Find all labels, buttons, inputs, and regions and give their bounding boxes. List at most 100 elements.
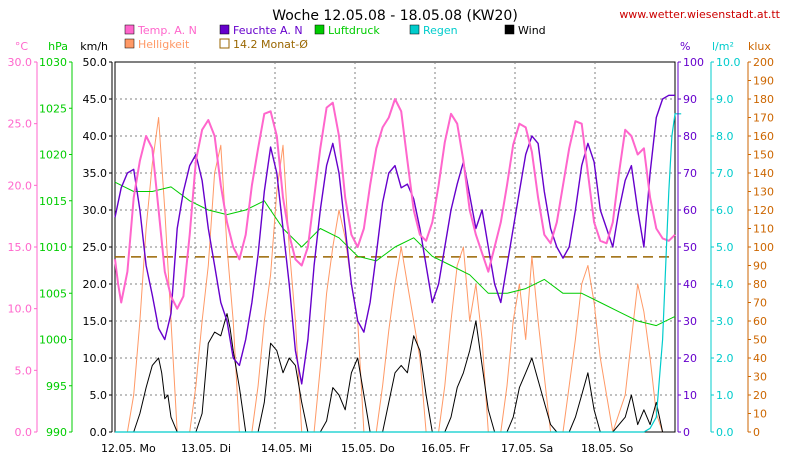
legend-swatch: [124, 24, 135, 35]
legend-label: Feuchte A. N: [233, 24, 303, 37]
legend-swatch: [314, 24, 325, 35]
tick-label-pressure: 1020: [39, 149, 67, 162]
tick-label-light: 120: [753, 204, 774, 217]
axis-unit-light: klux: [748, 40, 771, 53]
x-label: 15.05. Do: [341, 442, 395, 455]
axis-unit-temp: °C: [15, 40, 29, 53]
tick-label-light: 150: [753, 149, 774, 162]
tick-label-humidity: 20: [683, 352, 697, 365]
series-helligkeit: [115, 117, 675, 433]
tick-label-temp: 10.0: [8, 303, 33, 316]
tick-label-pressure: 1015: [39, 195, 67, 208]
tick-label-light: 140: [753, 167, 774, 180]
tick-label-humidity: 60: [683, 204, 697, 217]
tick-label-rain: 3.0: [716, 315, 734, 328]
tick-label-light: 180: [753, 93, 774, 106]
tick-label-wind: 35.0: [83, 167, 108, 180]
tick-label-light: 10: [753, 408, 767, 421]
tick-label-pressure: 1030: [39, 56, 67, 69]
tick-label-light: 160: [753, 130, 774, 143]
tick-label-humidity: 40: [683, 278, 697, 291]
legend-swatch: [124, 38, 135, 49]
tick-label-wind: 50.0: [83, 56, 108, 69]
tick-label-humidity: 10: [683, 389, 697, 402]
tick-label-humidity: 100: [683, 56, 704, 69]
tick-label-wind: 10.0: [83, 352, 108, 365]
tick-label-light: 100: [753, 241, 774, 254]
legend-label: 14.2 Monat-Ø: [233, 38, 308, 51]
legend-label: Temp. A. N: [137, 24, 197, 37]
axis-unit-rain: l/m²: [712, 40, 734, 53]
legend-label: Wind: [518, 24, 546, 37]
tick-label-rain: 1.0: [716, 389, 734, 402]
tick-label-pressure: 1005: [39, 287, 67, 300]
tick-label-rain: 2.0: [716, 352, 734, 365]
axis-unit-pressure: hPa: [48, 40, 68, 53]
tick-label-humidity: 90: [683, 93, 697, 106]
tick-label-humidity: 0: [683, 426, 690, 439]
tick-label-humidity: 80: [683, 130, 697, 143]
tick-label-wind: 0.0: [90, 426, 108, 439]
tick-label-wind: 45.0: [83, 93, 108, 106]
x-label: 17.05. Sa: [501, 442, 553, 455]
axis-labels: °C hPa km/h% l/m² klux: [15, 40, 772, 53]
x-label: 18.05. So: [581, 442, 633, 455]
tick-label-rain: 10.0: [716, 56, 741, 69]
tick-label-light: 110: [753, 223, 774, 236]
tick-label-wind: 15.0: [83, 315, 108, 328]
tick-label-temp: 15.0: [8, 241, 33, 254]
tick-label-light: 130: [753, 186, 774, 199]
series-regen: [115, 113, 682, 433]
tick-label-wind: 5.0: [90, 389, 108, 402]
legend-label: Helligkeit: [138, 38, 190, 51]
tick-label-pressure: 1000: [39, 334, 67, 347]
legend-label: Regen: [423, 24, 458, 37]
tick-label-pressure: 1010: [39, 241, 67, 254]
x-label: 14.05. Mi: [261, 442, 312, 455]
tick-label-temp: 30.0: [8, 56, 33, 69]
tick-label-temp: 20.0: [8, 179, 33, 192]
tick-label-rain: 4.0: [716, 278, 734, 291]
tick-label-light: 80: [753, 278, 767, 291]
plot-area: [114, 61, 682, 433]
tick-label-rain: 9.0: [716, 93, 734, 106]
tick-label-rain: 0.0: [716, 426, 734, 439]
series-luftdruck: [114, 181, 676, 327]
tick-label-light: 190: [753, 75, 774, 88]
x-label: 16.05. Fr: [421, 442, 470, 455]
tick-label-humidity: 70: [683, 167, 697, 180]
tick-label-wind: 25.0: [83, 241, 108, 254]
chart-title: Woche 12.05.08 - 18.05.08 (KW20): [272, 8, 518, 24]
tick-label-light: 50: [753, 334, 767, 347]
tick-label-light: 200: [753, 56, 774, 69]
legend-label: Luftdruck: [328, 24, 380, 37]
tick-label-wind: 20.0: [83, 278, 108, 291]
tick-label-light: 70: [753, 297, 767, 310]
tick-label-wind: 30.0: [83, 204, 108, 217]
x-label: 12.05. Mo: [101, 442, 156, 455]
tick-label-pressure: 995: [46, 380, 67, 393]
tick-label-rain: 5.0: [716, 241, 734, 254]
tick-label-wind: 40.0: [83, 130, 108, 143]
axes-ticks: 0.05.010.015.020.025.030.099099510001005…: [8, 56, 775, 439]
tick-label-light: 170: [753, 112, 774, 125]
series-feuchte-a-n: [114, 94, 675, 385]
tick-label-humidity: 50: [683, 241, 697, 254]
axis-unit-wind: km/h: [80, 40, 108, 53]
x-axis-labels: 12.05. Mo 13.05. Di 14.05. Mi 15.05. Do 16.0…: [101, 442, 633, 455]
tick-label-light: 0: [753, 426, 760, 439]
tick-label-light: 40: [753, 352, 767, 365]
tick-label-temp: 0.0: [15, 426, 33, 439]
tick-label-pressure: 990: [46, 426, 67, 439]
tick-label-rain: 8.0: [716, 130, 734, 143]
tick-label-temp: 25.0: [8, 118, 33, 131]
tick-label-humidity: 30: [683, 315, 697, 328]
tick-label-light: 60: [753, 315, 767, 328]
tick-label-light: 20: [753, 389, 767, 402]
legend-swatch: [504, 24, 515, 35]
series-temp-a-n: [114, 98, 676, 310]
site-url: www.wetter.wiesenstadt.at.tt: [619, 8, 780, 21]
legend-swatch: [219, 38, 230, 49]
tick-label-rain: 7.0: [716, 167, 734, 180]
